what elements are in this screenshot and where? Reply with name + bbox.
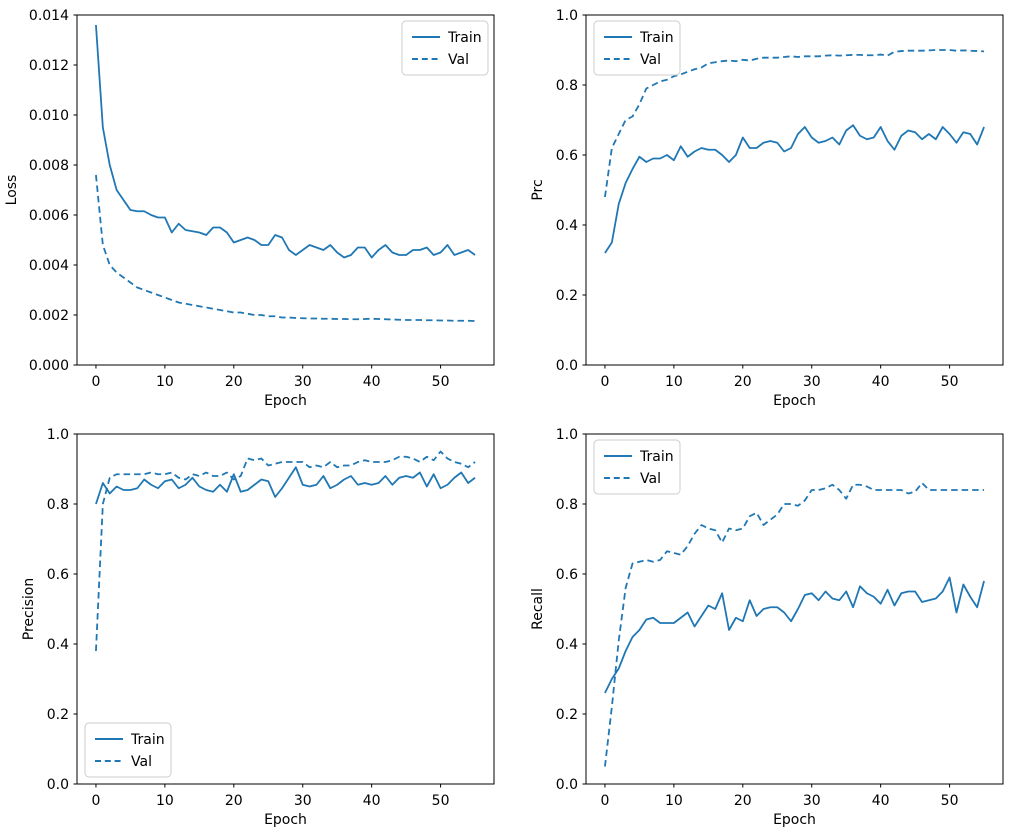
- y-tick-label: 0.000: [29, 358, 69, 374]
- y-axis-label: Prc: [530, 179, 546, 200]
- x-tick-label: 40: [363, 793, 381, 809]
- loss-panel: 0 10 20 30 40 50 0.000 0.002 0.004 0.006 0.008 0.01…: [0, 0, 509, 419]
- plot-border: [76, 14, 495, 366]
- legend-label: Train: [639, 30, 674, 46]
- recall-panel: 0 10 20 30 40 50 0.0 0.2 0.4 0.6 0.8 1.0 Epoch Recall…: [509, 419, 1018, 838]
- x-tick-label: 10: [665, 374, 683, 390]
- x-axis-label: Epoch: [773, 393, 816, 409]
- x-tick-label: 20: [734, 793, 752, 809]
- y-tick-label: 0.0: [556, 777, 578, 793]
- precision-chart-canvas: 0 10 20 30 40 50 0.0 0.2 0.4 0.6 0.8 1.0 Epoch Precis…: [21, 427, 495, 828]
- plot-border: [585, 14, 1004, 366]
- y-tick-label: 0.8: [556, 78, 578, 94]
- y-tick-label: 1.0: [556, 427, 578, 443]
- train-line: [604, 124, 985, 254]
- y-tick-label: 0.4: [556, 637, 578, 653]
- legend-label: Val: [448, 52, 469, 68]
- x-tick-label: 30: [294, 793, 312, 809]
- x-tick-label: 50: [432, 793, 450, 809]
- y-tick-label: 0.6: [47, 567, 69, 583]
- y-tick-label: 0.0: [556, 358, 578, 374]
- y-tick-label: 0.014: [29, 8, 69, 24]
- y-tick-label: 0.002: [29, 308, 69, 324]
- legend-box: [401, 20, 489, 76]
- x-tick-label: 10: [156, 793, 174, 809]
- legend-box: [593, 439, 681, 495]
- x-tick-label: 30: [803, 374, 821, 390]
- x-tick-label: 20: [225, 374, 243, 390]
- legend-box: [593, 20, 681, 76]
- plot-border: [585, 433, 1004, 785]
- legend-label: Val: [131, 754, 152, 770]
- y-tick-label: 0.010: [29, 108, 69, 124]
- y-axis-label: Recall: [530, 588, 546, 630]
- prc-chart-canvas: 0 10 20 30 40 50 0.0 0.2 0.4 0.6 0.8 1.0 Epoch Prc Tra…: [530, 8, 1004, 409]
- train-line: [95, 24, 476, 259]
- y-tick-label: 0.012: [29, 58, 69, 74]
- y-axis-label: Loss: [4, 175, 20, 206]
- y-tick-label: 0.6: [556, 567, 578, 583]
- y-tick-label: 0.0: [47, 777, 69, 793]
- x-tick-label: 40: [872, 793, 890, 809]
- x-tick-label: 0: [600, 793, 609, 809]
- x-axis-label: Epoch: [264, 812, 307, 828]
- y-tick-label: 0.4: [47, 637, 69, 653]
- legend-label: Train: [130, 732, 165, 748]
- x-tick-label: 10: [665, 793, 683, 809]
- val-line: [95, 174, 476, 322]
- legend-label: Train: [447, 30, 482, 46]
- x-tick-label: 20: [734, 374, 752, 390]
- val-line: [604, 49, 985, 198]
- legend-box: [84, 722, 172, 778]
- prc-panel: 0 10 20 30 40 50 0.0 0.2 0.4 0.6 0.8 1.0 Epoch Prc Tra…: [509, 0, 1018, 419]
- y-tick-label: 0.8: [47, 497, 69, 513]
- legend-label: Val: [640, 52, 661, 68]
- recall-chart-canvas: 0 10 20 30 40 50 0.0 0.2 0.4 0.6 0.8 1.0 Epoch Recall…: [530, 427, 1004, 828]
- x-tick-label: 40: [872, 374, 890, 390]
- x-tick-label: 40: [363, 374, 381, 390]
- y-tick-label: 0.006: [29, 208, 69, 224]
- x-tick-label: 0: [91, 793, 100, 809]
- val-line: [604, 482, 985, 767]
- precision-panel: 0 10 20 30 40 50 0.0 0.2 0.4 0.6 0.8 1.0 Epoch Precis…: [0, 419, 509, 838]
- x-tick-label: 20: [225, 793, 243, 809]
- val-line: [95, 450, 476, 652]
- loss-chart-canvas: 0 10 20 30 40 50 0.000 0.002 0.004 0.006 0.008 0.01…: [4, 8, 495, 409]
- x-tick-label: 30: [294, 374, 312, 390]
- x-tick-label: 0: [91, 374, 100, 390]
- legend-label: Val: [640, 471, 661, 487]
- y-tick-label: 0.8: [556, 497, 578, 513]
- y-tick-label: 1.0: [47, 427, 69, 443]
- train-line: [604, 576, 985, 694]
- x-tick-label: 50: [941, 374, 959, 390]
- x-tick-label: 50: [941, 793, 959, 809]
- y-tick-label: 1.0: [556, 8, 578, 24]
- y-tick-label: 0.2: [556, 707, 578, 723]
- y-tick-label: 0.008: [29, 158, 69, 174]
- x-axis-label: Epoch: [773, 812, 816, 828]
- x-tick-label: 50: [432, 374, 450, 390]
- y-tick-label: 0.6: [556, 148, 578, 164]
- x-tick-label: 30: [803, 793, 821, 809]
- x-tick-label: 10: [156, 374, 174, 390]
- plot-border: [76, 433, 495, 785]
- y-axis-label: Precision: [21, 578, 37, 640]
- legend-label: Train: [639, 449, 674, 465]
- y-tick-label: 0.004: [29, 258, 69, 274]
- x-axis-label: Epoch: [264, 393, 307, 409]
- x-tick-label: 0: [600, 374, 609, 390]
- y-tick-label: 0.2: [47, 707, 69, 723]
- y-tick-label: 0.2: [556, 288, 578, 304]
- train-line: [95, 466, 476, 505]
- y-tick-label: 0.4: [556, 218, 578, 234]
